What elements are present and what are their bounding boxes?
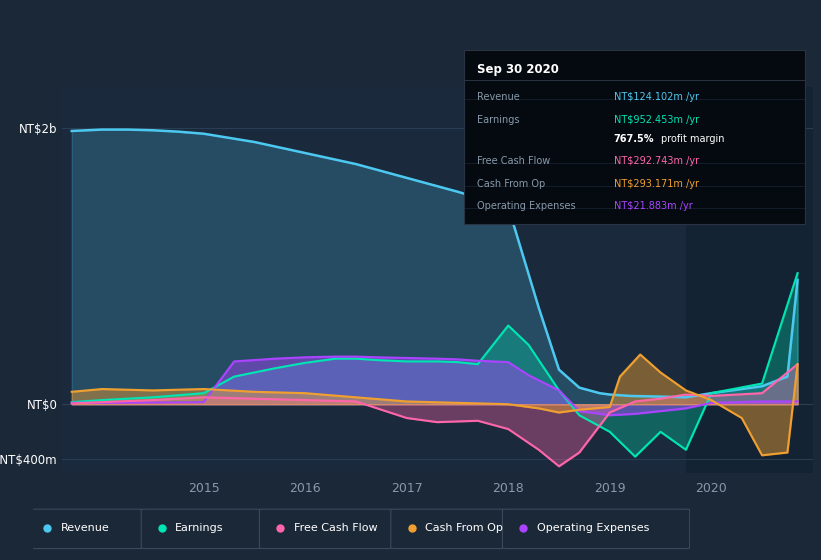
FancyBboxPatch shape — [26, 509, 144, 549]
Text: NT$21.883m /yr: NT$21.883m /yr — [614, 202, 693, 212]
Text: NT$952.453m /yr: NT$952.453m /yr — [614, 115, 699, 125]
Text: Operating Expenses: Operating Expenses — [478, 202, 576, 212]
Text: Revenue: Revenue — [478, 92, 521, 102]
Text: Revenue: Revenue — [61, 523, 109, 533]
Bar — [686, 87, 813, 473]
Text: Earnings: Earnings — [176, 523, 224, 533]
Text: Free Cash Flow: Free Cash Flow — [478, 156, 551, 166]
Text: NT$293.171m /yr: NT$293.171m /yr — [614, 179, 699, 189]
Text: profit margin: profit margin — [662, 134, 725, 144]
Text: Earnings: Earnings — [478, 115, 520, 125]
Text: 767.5%: 767.5% — [614, 134, 654, 144]
FancyBboxPatch shape — [141, 509, 263, 549]
FancyBboxPatch shape — [259, 509, 394, 549]
Text: NT$292.743m /yr: NT$292.743m /yr — [614, 156, 699, 166]
Text: NT$124.102m /yr: NT$124.102m /yr — [614, 92, 699, 102]
Text: Cash From Op: Cash From Op — [425, 523, 502, 533]
Text: Cash From Op: Cash From Op — [478, 179, 546, 189]
FancyBboxPatch shape — [391, 509, 506, 549]
Text: Free Cash Flow: Free Cash Flow — [294, 523, 377, 533]
FancyBboxPatch shape — [502, 509, 690, 549]
Text: Sep 30 2020: Sep 30 2020 — [478, 63, 559, 76]
Text: Operating Expenses: Operating Expenses — [537, 523, 649, 533]
